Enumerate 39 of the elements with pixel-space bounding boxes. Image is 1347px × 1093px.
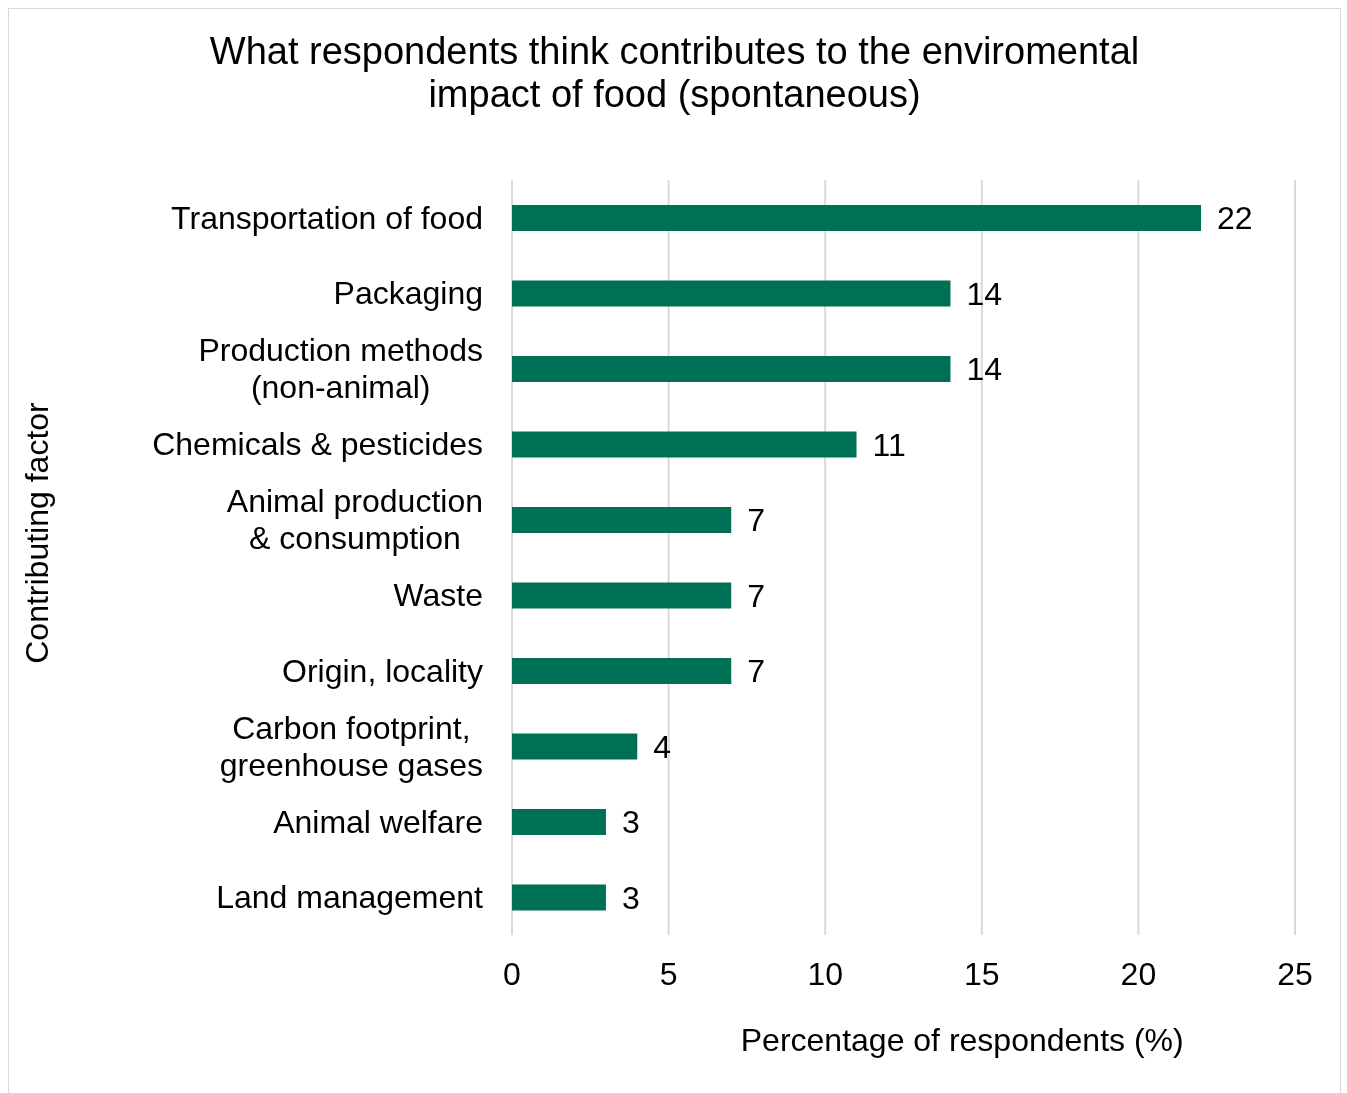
bar xyxy=(512,507,732,533)
bar xyxy=(512,809,606,835)
x-axis-title: Percentage of respondents (%) xyxy=(740,1021,1184,1059)
x-tick-label: 25 xyxy=(1277,955,1313,992)
x-tick-label: 0 xyxy=(503,955,521,992)
y-tick-label: Animal production & consumption xyxy=(226,483,483,557)
y-tick-label: Packaging xyxy=(333,275,483,312)
bar xyxy=(512,733,638,760)
x-tick-label: 5 xyxy=(659,955,678,992)
bar xyxy=(512,582,732,609)
x-tick-label: 20 xyxy=(1120,955,1157,992)
y-tick-label: Animal welfare xyxy=(273,803,483,840)
y-tick-label: Origin, locality xyxy=(282,652,483,689)
y-tick-label: Transportation of food xyxy=(171,199,483,236)
y-tick-label: Waste xyxy=(393,577,483,614)
data-label: 14 xyxy=(966,275,1003,312)
bar xyxy=(512,356,951,382)
y-axis-title: Contributing factor xyxy=(18,402,56,665)
data-label: 4 xyxy=(653,728,672,765)
data-label: 7 xyxy=(747,502,766,539)
bar xyxy=(512,884,606,911)
y-tick-label: Carbon footprint, greenhouse gases xyxy=(219,709,483,783)
x-tick-label: 15 xyxy=(964,955,1000,992)
bar xyxy=(512,431,857,458)
chart-title: What respondents think contributes to the enviromental impact of food (spontaneous) xyxy=(208,30,1141,116)
data-label: 11 xyxy=(872,426,906,463)
y-tick-label: Land management xyxy=(216,879,484,916)
data-label: 3 xyxy=(621,879,640,916)
y-tick-label: Chemicals & pesticides xyxy=(152,426,483,463)
data-label: 22 xyxy=(1217,200,1253,237)
data-label: 14 xyxy=(966,351,1003,388)
bar xyxy=(512,280,951,307)
data-label: 3 xyxy=(621,804,640,841)
x-tick-label: 10 xyxy=(807,955,843,992)
data-label: 7 xyxy=(747,653,766,690)
bar xyxy=(512,205,1202,231)
data-label: 7 xyxy=(747,577,766,614)
y-tick-label: Production methods (non-animal) xyxy=(198,332,483,406)
bar xyxy=(512,658,732,684)
